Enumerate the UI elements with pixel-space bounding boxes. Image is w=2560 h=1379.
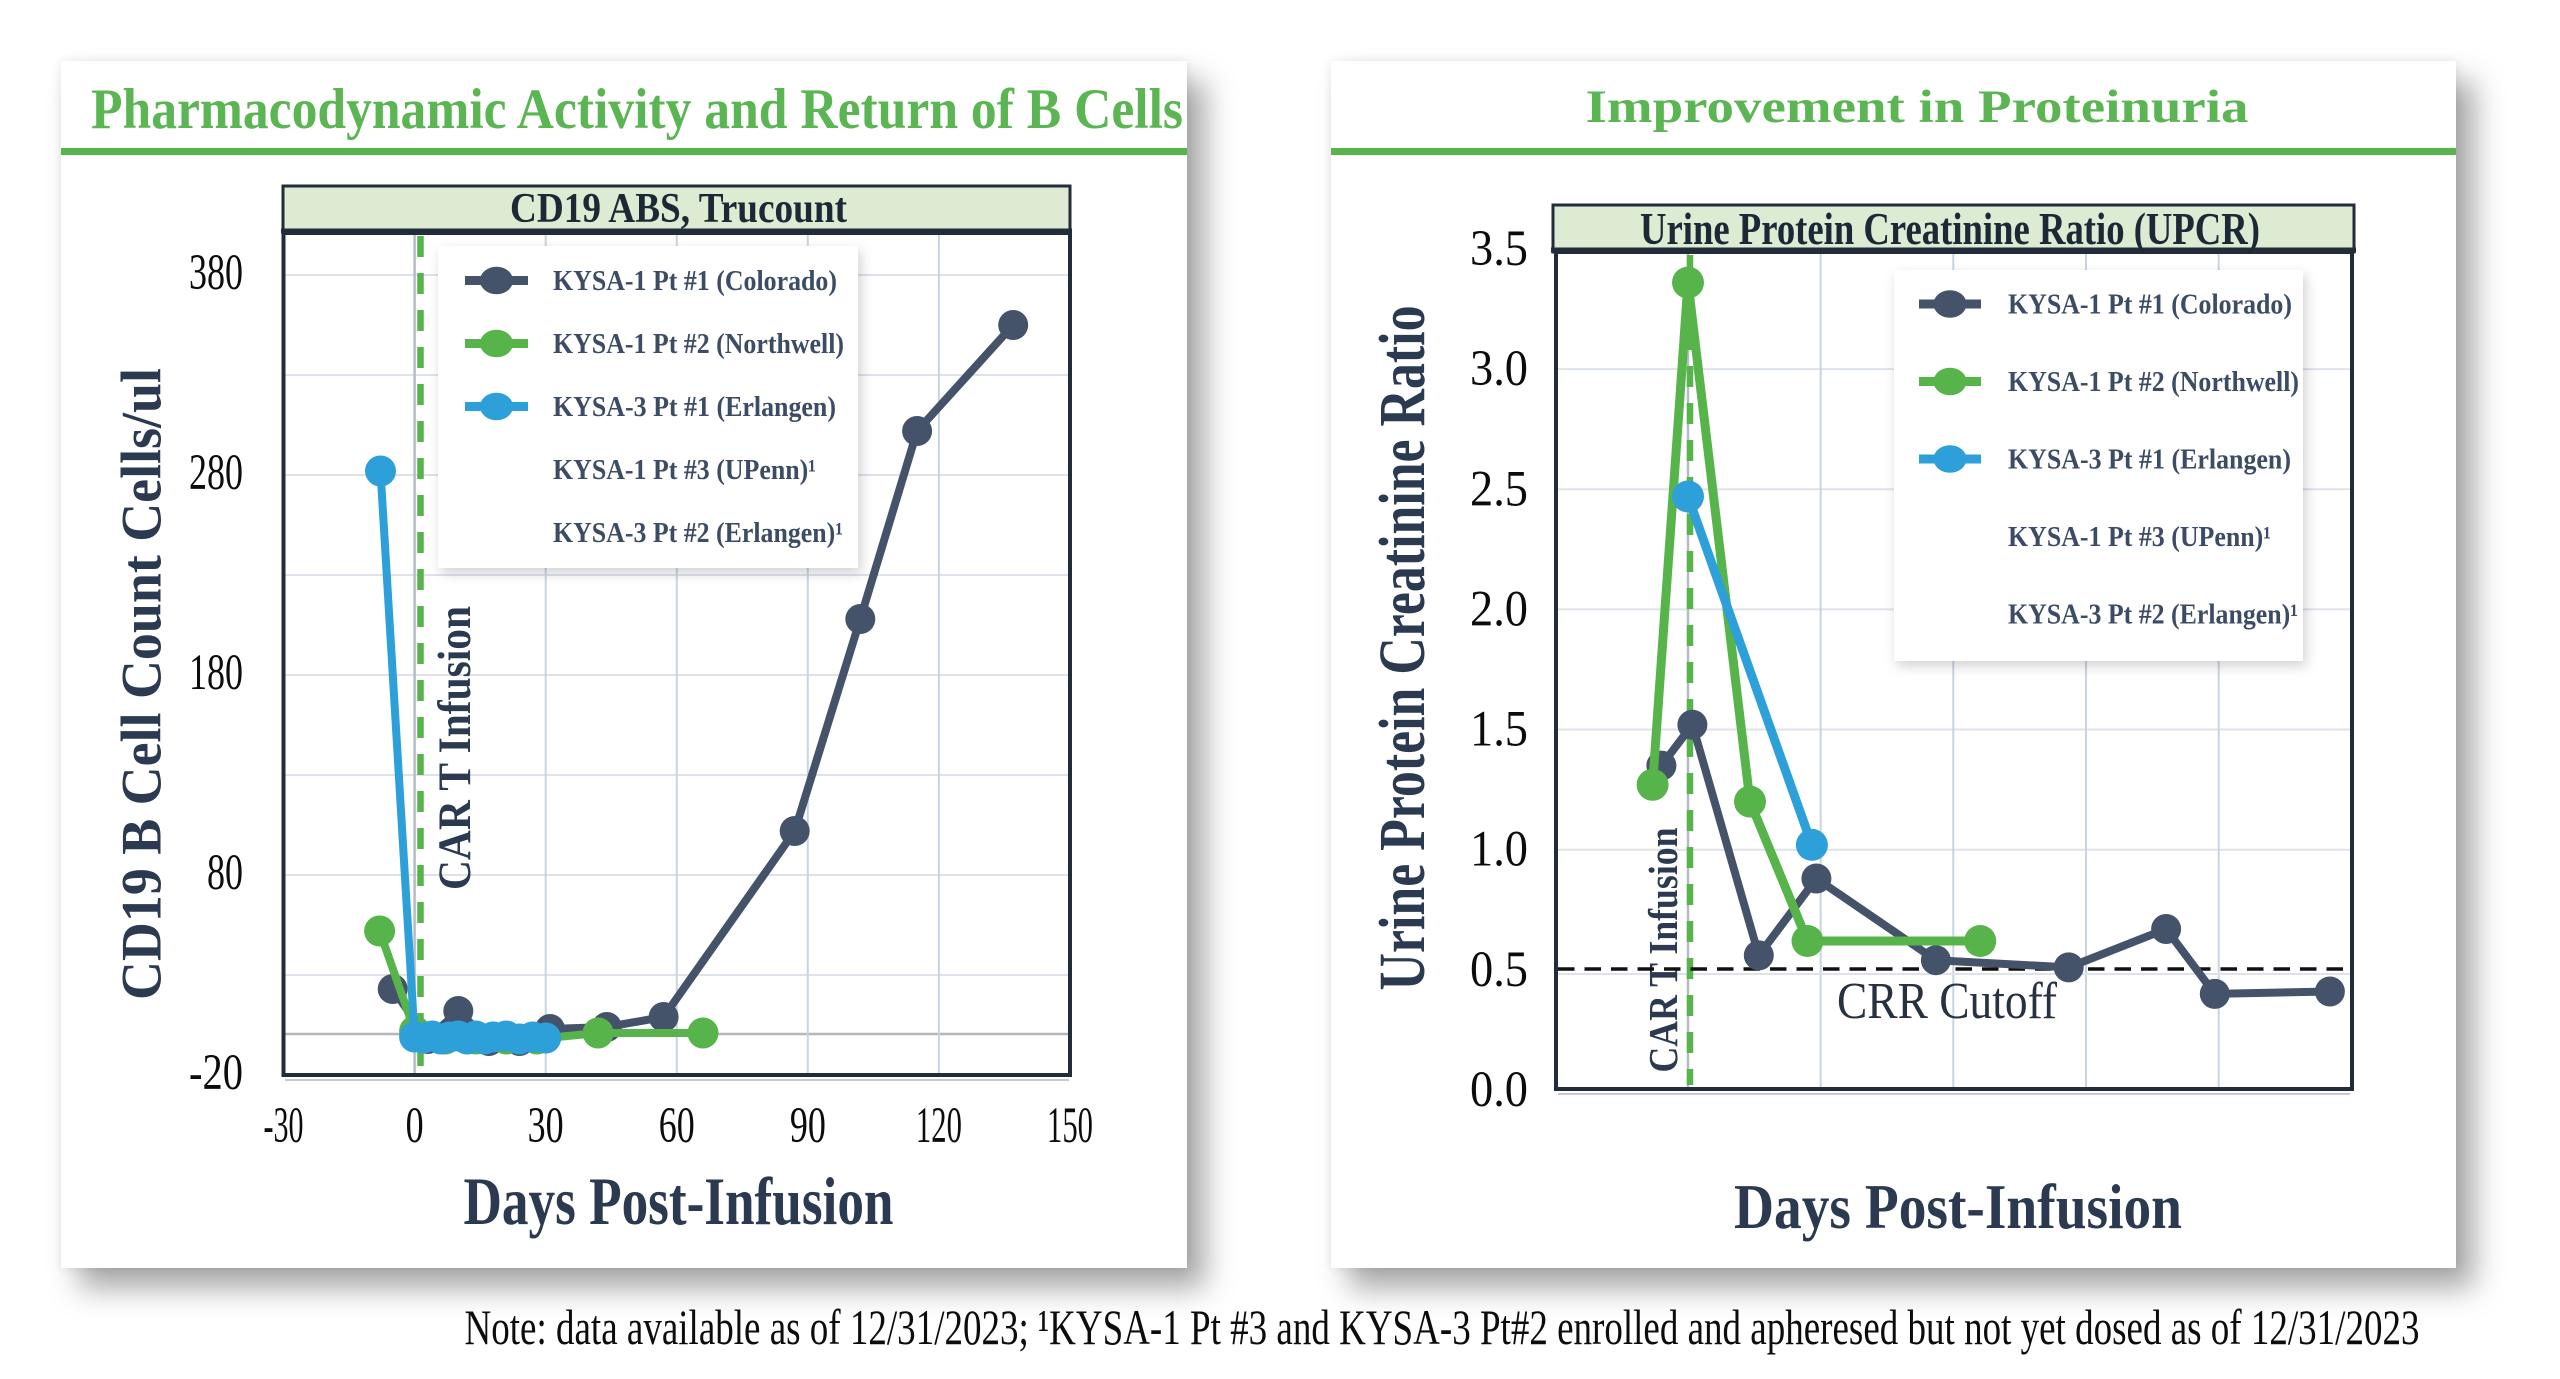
svg-text:KYSA-3 Pt #2 (Erlangen)¹: KYSA-3 Pt #2 (Erlangen)¹ bbox=[2008, 599, 2298, 631]
svg-text:Days Post-Infusion: Days Post-Infusion bbox=[1734, 1171, 2182, 1242]
svg-text:150: 150 bbox=[1047, 1098, 1093, 1154]
svg-text:2.5: 2.5 bbox=[1470, 461, 1528, 517]
svg-text:KYSA-3 Pt #2 (Erlangen)¹: KYSA-3 Pt #2 (Erlangen)¹ bbox=[553, 517, 843, 549]
svg-text:CAR T Infusion: CAR T Infusion bbox=[1640, 827, 1686, 1072]
svg-text:380: 380 bbox=[189, 245, 243, 301]
svg-text:KYSA-1 Pt #2 (Northwell): KYSA-1 Pt #2 (Northwell) bbox=[553, 328, 844, 360]
svg-text:Urine Protein Creatinine Ratio: Urine Protein Creatinine Ratio (UPCR) bbox=[1640, 203, 2260, 254]
svg-text:1.0: 1.0 bbox=[1470, 822, 1528, 878]
svg-text:180: 180 bbox=[189, 645, 243, 701]
svg-text:KYSA-3 Pt #1 (Erlangen): KYSA-3 Pt #1 (Erlangen) bbox=[553, 391, 836, 423]
svg-text:3.0: 3.0 bbox=[1470, 341, 1528, 397]
svg-text:KYSA-1 Pt #3 (UPenn)¹: KYSA-1 Pt #3 (UPenn)¹ bbox=[553, 454, 816, 486]
svg-text:Improvement in Proteinuria: Improvement in Proteinuria bbox=[1586, 81, 2249, 133]
svg-text:0.5: 0.5 bbox=[1470, 942, 1528, 998]
svg-text:CD19 B Cell Count Cells/ul: CD19 B Cell Count Cells/ul bbox=[111, 368, 174, 1000]
svg-text:-30: -30 bbox=[264, 1098, 304, 1154]
svg-text:2.0: 2.0 bbox=[1470, 581, 1528, 637]
svg-text:0: 0 bbox=[406, 1098, 424, 1154]
svg-text:KYSA-1 Pt #1 (Colorado): KYSA-1 Pt #1 (Colorado) bbox=[553, 265, 837, 297]
svg-text:Pharmacodynamic Activity and R: Pharmacodynamic Activity and Return of B… bbox=[91, 78, 1183, 141]
svg-text:1.5: 1.5 bbox=[1470, 702, 1528, 758]
svg-text:Urine Protein Creatinine Ratio: Urine Protein Creatinine Ratio bbox=[1366, 306, 1439, 991]
svg-text:KYSA-3 Pt #1 (Erlangen): KYSA-3 Pt #1 (Erlangen) bbox=[2008, 444, 2291, 476]
svg-text:CD19 ABS, Trucount: CD19 ABS, Trucount bbox=[510, 186, 847, 232]
svg-text:3.5: 3.5 bbox=[1470, 221, 1528, 277]
svg-text:CAR T Infusion: CAR T Infusion bbox=[429, 606, 481, 890]
svg-text:120: 120 bbox=[916, 1098, 962, 1154]
svg-text:KYSA-1 Pt #2 (Northwell): KYSA-1 Pt #2 (Northwell) bbox=[2008, 366, 2299, 398]
svg-text:KYSA-1 Pt #1 (Colorado): KYSA-1 Pt #1 (Colorado) bbox=[2008, 289, 2292, 321]
svg-text:KYSA-1 Pt #3 (UPenn)¹: KYSA-1 Pt #3 (UPenn)¹ bbox=[2008, 521, 2271, 553]
svg-text:Note: data available as of 12/: Note: data available as of 12/31/2023; ¹… bbox=[465, 1299, 2420, 1355]
svg-text:60: 60 bbox=[659, 1098, 695, 1154]
svg-text:30: 30 bbox=[528, 1098, 564, 1154]
svg-text:-20: -20 bbox=[189, 1045, 243, 1101]
svg-text:90: 90 bbox=[790, 1098, 826, 1154]
svg-text:0.0: 0.0 bbox=[1470, 1062, 1528, 1118]
svg-text:Days Post-Infusion: Days Post-Infusion bbox=[464, 1163, 894, 1239]
svg-text:CRR Cutoff: CRR Cutoff bbox=[1837, 973, 2058, 1030]
svg-text:280: 280 bbox=[189, 445, 243, 501]
svg-text:80: 80 bbox=[207, 845, 243, 901]
